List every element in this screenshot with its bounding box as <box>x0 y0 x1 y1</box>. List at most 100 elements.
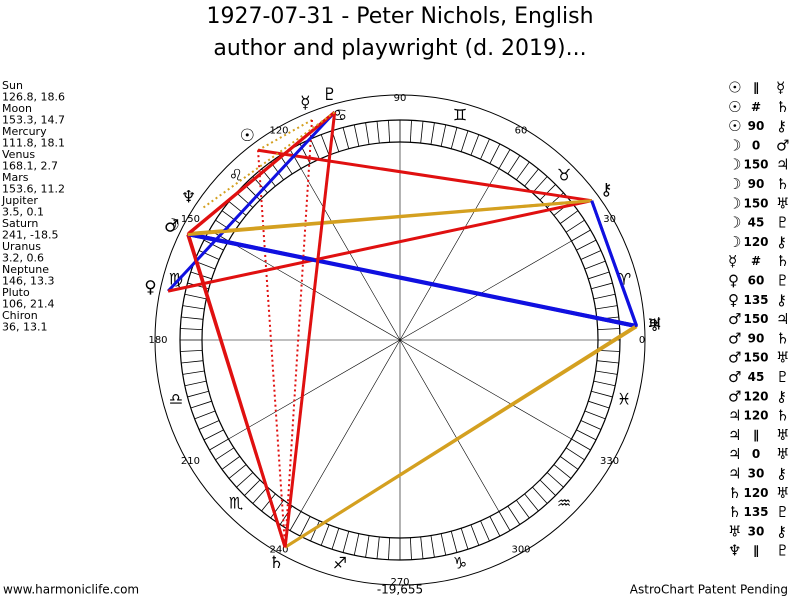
aspect-glyph: ♂ <box>728 329 741 347</box>
planet-coords: 111.8, 18.1 <box>2 137 65 150</box>
aspect-kind: 150 <box>743 351 768 365</box>
ring-tick <box>507 505 521 525</box>
aspect-line <box>167 199 593 293</box>
ring-tick <box>480 520 490 542</box>
ring-tick <box>591 390 613 398</box>
aspect-glyph: ♃ <box>728 426 741 444</box>
aspect-glyph: ♆ <box>728 542 741 560</box>
aspect-glyph: ⚷ <box>776 387 787 405</box>
zodiac-sign: ♎ <box>169 390 183 409</box>
aspect-kind: 150 <box>743 158 768 172</box>
aspect-kind: 45 <box>748 370 765 384</box>
planet-coords: 3.5, 0.1 <box>2 206 44 219</box>
aspect-glyph: ♄ <box>776 175 789 193</box>
ring-tick <box>409 120 412 143</box>
spoke <box>300 339 401 512</box>
ring-tick <box>516 161 530 181</box>
ring-tick <box>584 410 606 420</box>
aspect-kind: 90 <box>748 119 765 133</box>
ring-tick <box>584 260 606 270</box>
longitude: 36 <box>2 321 16 334</box>
ring-tick <box>236 472 254 488</box>
ring-tick <box>203 239 224 251</box>
aspect-glyph: ⚷ <box>776 465 787 483</box>
aspect-line <box>283 112 337 548</box>
ring-tick <box>440 533 447 556</box>
aspect-glyph: ♇ <box>776 214 789 232</box>
ring-tick <box>516 499 530 519</box>
ring-tick <box>539 479 556 496</box>
zodiac-sign: ♑ <box>453 554 467 573</box>
planet-glyph: ☿ <box>300 93 310 113</box>
aspect-kind: 120 <box>743 235 768 249</box>
ring-tick <box>588 271 610 280</box>
ring-tick <box>198 250 220 260</box>
planet-name: Moon <box>2 102 32 115</box>
aspect-glyph: ☉ <box>728 117 741 135</box>
ring-tick <box>409 537 412 560</box>
ring-tick <box>342 531 350 553</box>
planet-coords: 3.2, 0.6 <box>2 252 44 265</box>
spoke <box>399 339 500 512</box>
ring-tick <box>450 531 458 553</box>
ring-tick <box>181 360 204 364</box>
aspect-glyph: ♂ <box>728 310 741 328</box>
aspect-glyph: ☽ <box>728 156 741 174</box>
spoke <box>300 168 401 341</box>
zodiac-sign: ♌ <box>229 165 243 184</box>
longitude: 3.2 <box>2 252 20 265</box>
longitude: 106 <box>2 298 23 311</box>
ring-tick <box>365 535 370 558</box>
ring-tick <box>532 486 548 504</box>
ring-tick <box>460 130 469 152</box>
aspect-glyph: ♅ <box>776 349 789 367</box>
aspect-glyph: ♀ <box>728 291 739 309</box>
ring-tick <box>576 429 597 441</box>
degree-label: 30 <box>603 214 616 225</box>
ring-tick <box>489 516 501 537</box>
ring-tick <box>580 250 602 260</box>
aspect-glyph: ♄ <box>728 484 741 502</box>
longitude: 126.8 <box>2 91 34 104</box>
aspect-glyph: ♇ <box>776 272 789 290</box>
planet-name: Venus <box>2 148 35 161</box>
zodiac-sign: ♍ <box>169 269 183 288</box>
ring-tick <box>388 537 391 560</box>
aspect-kind: 90 <box>748 331 765 345</box>
ring-tick <box>221 456 241 470</box>
ring-tick <box>576 239 597 251</box>
aspect-glyph: ♅ <box>776 445 789 463</box>
ring-tick <box>187 390 209 398</box>
zodiac-sign: ♊ <box>453 105 467 124</box>
ring-tick <box>430 535 435 558</box>
aspect-glyph: ♅ <box>776 194 789 212</box>
aspect-kind: 90 <box>748 177 765 191</box>
aspect-glyph: ♅ <box>728 522 741 540</box>
ring-tick <box>221 210 241 224</box>
aspect-glyph: ☿ <box>728 252 737 270</box>
aspect-glyph: ♂ <box>728 368 741 386</box>
planet-glyph: ☉ <box>240 126 255 146</box>
ring-tick <box>289 149 302 169</box>
declination: 21.4 <box>30 298 55 311</box>
footer-left: www.harmoniclife.com <box>3 583 139 597</box>
aspect-kind: 30 <box>748 524 765 538</box>
ring-tick <box>591 282 613 290</box>
declination: 11.2 <box>41 183 66 196</box>
planet-name: Chiron <box>2 309 38 322</box>
ring-tick <box>524 168 539 187</box>
aspect-glyph: ♇ <box>776 542 789 560</box>
planet-glyph: ♆ <box>181 187 196 207</box>
ring-tick <box>470 524 480 546</box>
planet-coords: 153.3, 14.7 <box>2 114 65 127</box>
aspect-glyph: ⚷ <box>776 233 787 251</box>
ring-tick <box>440 124 447 147</box>
planet-name: Saturn <box>2 217 38 230</box>
aspect-glyph: ♃ <box>776 156 789 174</box>
title-line: author and playwright (d. 2019)... <box>213 36 586 61</box>
degree-label: 0 <box>639 335 645 346</box>
aspect-glyph: ♇ <box>776 368 789 386</box>
longitude: 153.3 <box>2 114 34 127</box>
ring-tick <box>460 528 469 550</box>
